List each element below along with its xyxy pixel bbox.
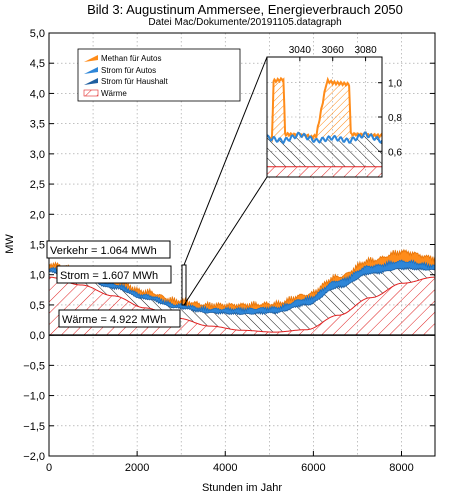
inset-areas (267, 76, 382, 177)
inset-line-strom (267, 131, 382, 145)
inset-area-methan (267, 78, 382, 143)
y-tick-label-8: 2,0 (30, 209, 45, 221)
y-tick-label-13: 4,5 (30, 58, 45, 70)
zoom-marker (181, 56, 268, 306)
annotation-waerme-box (58, 309, 181, 328)
legend-swatch-strom-haushalt (84, 78, 98, 85)
y-tick-label-3: −0,5 (23, 360, 45, 372)
y-tick-label-4: 0,0 (30, 330, 45, 342)
inset-x-tick-label-2: 3080 (354, 45, 377, 56)
annotation-waerme: Wärme = 4.922 MWh (58, 309, 181, 328)
y-tick-label-1: −1,5 (23, 421, 45, 433)
y-tick-label-2: −1,0 (23, 391, 45, 403)
legend-label-methan: Methan für Autos (101, 54, 161, 63)
annotation-strom: Strom = 1.607 MWh (56, 265, 172, 284)
y-tick-label-7: 1,5 (30, 240, 45, 252)
annotation-strom-text: Strom = 1.607 MWh (60, 270, 158, 282)
y-axis-label: MW (4, 234, 16, 254)
area-methan-autos (49, 249, 435, 312)
annotation-strom-box (56, 265, 172, 284)
legend-box (77, 48, 241, 102)
inset-y-tick-label-0: 0,6 (388, 147, 402, 158)
annotation-verkehr-box (46, 240, 171, 259)
y-tick-label-12: 4,0 (30, 88, 45, 100)
y-tick-label-6: 1,0 (30, 270, 45, 282)
legend-item-strom-autos: Strom für Autos (84, 66, 156, 75)
y-tick-label-10: 3,0 (30, 149, 45, 161)
inset-area-waerme (267, 166, 382, 177)
annotation-verkehr: Verkehr = 1.064 MWh (46, 240, 171, 259)
y-tick-label-11: 3,5 (30, 119, 45, 131)
legend-swatch-methan (84, 55, 98, 62)
legend-item-methan: Methan für Autos (84, 54, 161, 63)
zoom-connector-bottom (183, 176, 268, 306)
y-tick-label-0: −2,0 (23, 451, 45, 463)
chart-title: Bild 3: Augustinum Ammersee, Energieverb… (87, 2, 403, 17)
legend-item-waerme: Wärme (83, 89, 127, 98)
x-tick-label-3: 6000 (301, 462, 325, 474)
inset-x-tick-label-1: 3060 (322, 45, 345, 56)
chart-subtitle: Datei Mac/Dokumente/20191105.datagraph (148, 17, 341, 28)
x-axis-label: Stunden im Jahr (202, 482, 282, 494)
legend-label-strom-autos: Strom für Autos (101, 66, 156, 75)
line-waerme (49, 276, 435, 333)
x-tick-label-0: 0 (46, 462, 52, 474)
series-lines (49, 248, 435, 333)
line-strom-autos (49, 259, 435, 314)
x-axis-ticks: 0 2000 4000 6000 8000 (46, 451, 414, 474)
legend: Methan für Autos Strom für Autos Strom f… (77, 48, 241, 102)
inset-ticks: 3040 3060 3080 0,6 0,8 1,0 (289, 45, 403, 158)
inset-y-tick-label-1: 0,8 (388, 113, 402, 124)
inset-area-strom-haushalt (267, 132, 382, 167)
legend-swatch-waerme (83, 89, 99, 97)
y-tick-label-14: 5,0 (30, 28, 45, 40)
zoom-connector-top (183, 56, 268, 266)
x-tick-label-2: 4000 (213, 462, 237, 474)
inset-chart: 3040 3060 3080 0,6 0,8 1,0 (266, 45, 403, 178)
line-strom-haushalt (49, 266, 435, 316)
inset-x-tick-label-0: 3040 (289, 45, 312, 56)
y-tick-label-9: 2,5 (30, 179, 45, 191)
legend-swatch-strom-autos (84, 67, 98, 74)
y-axis-ticks: −2,0 −1,5 −1,0 −0,5 0,0 0,5 1,0 1,5 2,0 2,5 3,0 3,5… (23, 28, 435, 463)
annotation-verkehr-text: Verkehr = 1.064 MWh (50, 245, 157, 257)
legend-label-waerme: Wärme (101, 89, 127, 98)
legend-label-strom-haushalt: Strom für Haushalt (101, 77, 168, 86)
x-tick-label-4: 8000 (389, 462, 413, 474)
legend-item-strom-haushalt: Strom für Haushalt (84, 77, 168, 86)
annotation-waerme-text: Wärme = 4.922 MWh (62, 314, 166, 326)
x-tick-label-1: 2000 (125, 462, 149, 474)
inset-y-tick-label-2: 1,0 (388, 79, 402, 90)
y-tick-label-5: 0,5 (30, 300, 45, 312)
